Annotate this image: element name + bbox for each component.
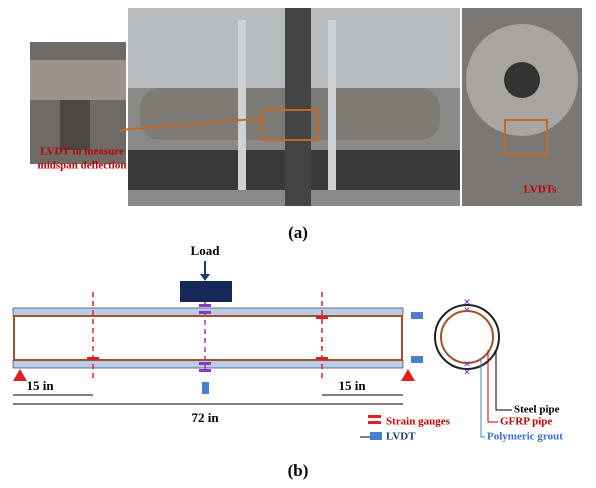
support: [401, 369, 415, 381]
photo-label: LVDTs: [524, 184, 558, 196]
legend-label: Strain gauges: [386, 416, 451, 428]
svg-text:×: ×: [463, 306, 471, 316]
legend-label: LVDT: [386, 431, 416, 443]
photo-label: midspan deflection: [38, 160, 127, 172]
dimensions: [13, 395, 403, 404]
support: [13, 369, 27, 381]
gfrp-pipe: [441, 311, 493, 363]
photo-middle: [128, 8, 460, 206]
load-block: [180, 281, 232, 302]
legend-swatch: [370, 432, 382, 440]
section-label: Steel pipe: [514, 404, 560, 416]
caption: (a): [288, 223, 308, 242]
section-label: GFRP pipe: [500, 416, 552, 428]
legend-swatch: [368, 421, 381, 424]
leader: [496, 350, 512, 410]
arrow-head: [200, 274, 210, 281]
section-label: Polymeric grout: [487, 431, 563, 443]
dim-label: 15 in: [338, 378, 366, 393]
leader: [481, 358, 485, 437]
gfrp: [14, 316, 402, 360]
legend-swatch: [368, 415, 381, 418]
photo-label: LVDT to measure: [40, 146, 124, 158]
caption: (b): [288, 461, 309, 480]
photo-right: [462, 8, 582, 206]
figure: LVDT to measure midspan deflection LVDTs…: [0, 0, 596, 488]
svg-text:×: ×: [463, 368, 471, 378]
dim-label: 15 in: [26, 378, 54, 393]
load-label: Load: [191, 243, 221, 258]
dim-label: 72 in: [191, 410, 219, 425]
